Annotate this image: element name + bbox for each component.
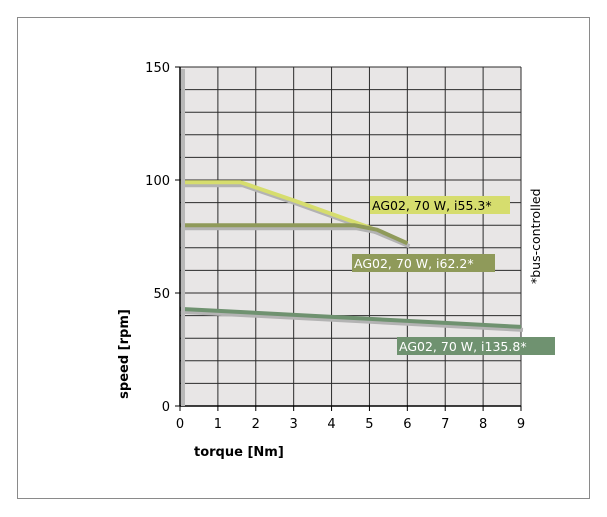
series-label-bg-0 bbox=[370, 196, 510, 214]
x-tick-labels: 0 1 2 3 4 5 6 7 8 9 bbox=[176, 417, 525, 432]
y-tick-label: 50 bbox=[153, 287, 170, 302]
series-label-0: AG02, 70 W, i55.3* bbox=[372, 198, 492, 213]
x-tick-label: 7 bbox=[441, 417, 449, 432]
series-label-bg-2 bbox=[397, 337, 555, 355]
series-label-2: AG02, 70 W, i135.8* bbox=[399, 339, 527, 354]
x-axis-title: torque [Nm] bbox=[194, 445, 284, 460]
series-line-1 bbox=[180, 223, 409, 246]
y-tick-label: 150 bbox=[145, 61, 170, 76]
x-tick-label: 5 bbox=[365, 417, 373, 432]
x-tick-label: 4 bbox=[327, 417, 335, 432]
y-tick-label: 0 bbox=[162, 400, 170, 415]
series-label-1: AG02, 70 W, i62.2* bbox=[354, 256, 474, 271]
x-tick-label: 8 bbox=[479, 417, 487, 432]
series-labels: AG02, 70 W, i55.3* AG02, 70 W, i62.2* AG02… bbox=[352, 196, 555, 355]
series-group bbox=[179, 180, 524, 332]
x-tick-label: 3 bbox=[290, 417, 298, 432]
plot-background bbox=[180, 67, 521, 406]
series-line-2 bbox=[179, 306, 522, 329]
series-label-bg-1 bbox=[352, 254, 495, 272]
x-tick-label: 2 bbox=[252, 417, 260, 432]
axes bbox=[175, 66, 522, 411]
x-tick-label: 0 bbox=[176, 417, 184, 432]
x-tick-label: 9 bbox=[517, 417, 525, 432]
y-tick-labels: 0 50 100 150 bbox=[145, 61, 170, 415]
x-tick-label: 6 bbox=[403, 417, 411, 432]
y-axis-title: speed [rpm] bbox=[117, 309, 132, 399]
plot-area bbox=[180, 67, 521, 406]
x-tick-label: 1 bbox=[214, 417, 222, 432]
bus-controlled-note: *bus-controlled bbox=[528, 188, 543, 284]
y-tick-label: 100 bbox=[145, 174, 170, 189]
series-shadow-2 bbox=[181, 309, 524, 332]
